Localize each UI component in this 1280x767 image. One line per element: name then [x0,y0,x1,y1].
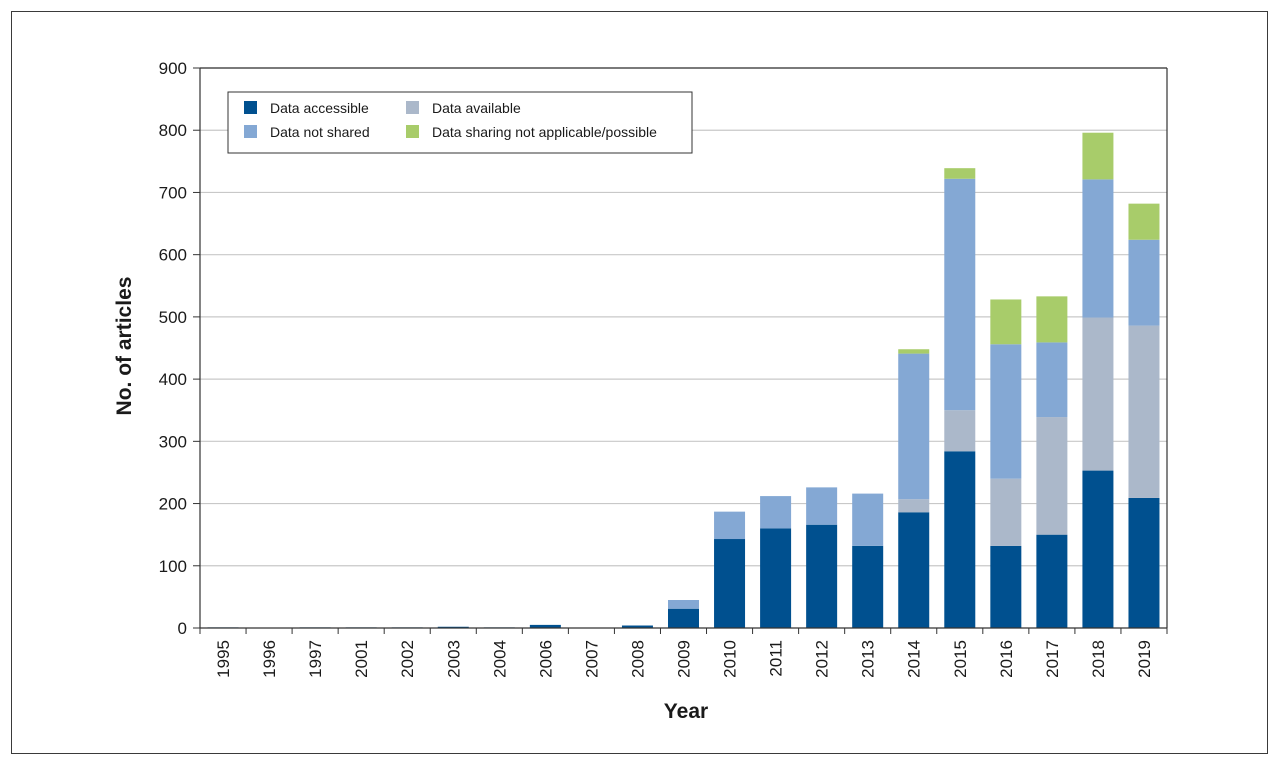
y-axis-title: No. of articles [113,277,136,416]
legend-label: Data accessible [270,100,369,116]
x-tick-label-2010: 2010 [721,640,740,678]
bar-segment-data-not-shared-2018 [1082,179,1114,318]
y-tick-label: 900 [159,59,187,78]
bar-segment-data-accessible-2013 [852,545,884,628]
bar-segment-data-accessible-2003 [437,626,469,628]
legend-swatch [406,125,419,138]
bar-segment-data-accessible-2018 [1082,470,1114,628]
x-tick-label-2013: 2013 [859,640,878,678]
bar-segment-data-not-shared-2011 [760,496,792,529]
bars [207,132,1160,629]
bar-segment-data-not-shared-2017 [1036,342,1068,418]
axes [199,67,1168,629]
x-tick-label-2015: 2015 [951,640,970,678]
y-tick-label: 100 [159,557,187,576]
bar-segment-data-sharing-not-applicable-possible-2015 [944,168,976,179]
x-tick-label-2018: 2018 [1089,640,1108,678]
bar-segment-data-available-2018 [1082,317,1114,471]
y-tick-label: 800 [159,121,187,140]
legend-label: Data available [432,100,521,116]
x-tick-label-2019: 2019 [1135,640,1154,678]
bar-segment-data-accessible-2011 [760,528,792,628]
bar-segment-data-not-shared-2010 [714,511,746,540]
bar-segment-data-not-shared-2009 [668,600,699,609]
bar-segment-data-available-2016 [990,478,1022,546]
legend-label: Data not shared [270,124,370,140]
bar-segment-data-not-shared-2015 [944,178,976,411]
x-tick-label-2007: 2007 [582,640,601,678]
y-tick-label: 0 [178,619,187,638]
legend-swatch [244,101,257,114]
bar-segment-data-available-2014 [898,499,930,513]
x-tick-label-2016: 2016 [997,640,1016,678]
bar-segment-data-accessible-2014 [898,512,930,628]
x-tick-label-2011: 2011 [767,640,786,677]
bar-segment-data-not-shared-2012 [806,487,838,525]
x-tick-label-1995: 1995 [214,640,233,678]
bar-segment-data-accessible-2016 [990,545,1022,628]
bar-segment-data-accessible-2019 [1128,497,1160,628]
bar-segment-data-accessible-2012 [806,524,838,628]
x-tick-label-2017: 2017 [1043,640,1062,678]
bar-segment-data-available-2015 [944,410,976,452]
x-tick-label-2004: 2004 [490,640,509,678]
x-tick-label-2001: 2001 [352,640,371,678]
y-tick-labels: 0 100 200 300 400 500 600 700 800 900 [159,59,200,638]
bar-segment-data-available-2019 [1128,325,1160,498]
x-tick-label-1996: 1996 [260,640,279,678]
y-tick-label: 400 [159,370,187,389]
x-tick-label-2014: 2014 [905,640,924,678]
legend-swatch [244,125,257,138]
x-tick-label-2008: 2008 [628,640,647,678]
x-tick-label-2012: 2012 [813,640,832,678]
bar-segment-data-not-shared-2019 [1128,239,1160,326]
bar-segment-data-accessible-2006 [529,624,561,628]
bar-segment-data-accessible-2017 [1036,534,1068,628]
x-tick-label-2006: 2006 [536,640,555,678]
bar-segment-data-accessible-2009 [668,608,699,628]
x-tick-label-2009: 2009 [675,640,694,678]
bar-segment-data-accessible-2008 [621,625,653,628]
y-tick-label: 700 [159,183,187,202]
bar-segment-data-accessible-2015 [944,451,976,628]
x-axis-title: Year [664,700,708,723]
y-tick-label: 200 [159,495,187,514]
y-tick-label: 500 [159,308,187,327]
bar-segment-data-accessible-2010 [714,539,746,628]
bar-segment-data-not-shared-2016 [990,344,1022,479]
bar-segment-data-not-shared-2014 [898,353,930,500]
x-tick-labels: 1995 1996 1997 2001 2002 2003 2004 2006 2007 2008… [199,628,1168,678]
legend-box [227,91,693,154]
legend-swatch [406,101,419,114]
y-tick-label: 600 [159,246,187,265]
chart-frame [11,11,1268,754]
bar-segment-data-sharing-not-applicable-possible-2014 [898,349,930,354]
x-tick-label-2003: 2003 [444,640,463,678]
legend: Data accessible Data available Data not sh… [227,91,693,154]
x-tick-label-1997: 1997 [306,640,325,678]
bar-segment-data-available-2017 [1036,417,1068,535]
bar-segment-data-sharing-not-applicable-possible-2017 [1036,296,1068,343]
bar-segment-data-not-shared-2013 [852,493,884,546]
y-tick-label: 300 [159,432,187,451]
bar-segment-data-sharing-not-applicable-possible-2016 [990,299,1022,345]
bar-segment-data-sharing-not-applicable-possible-2018 [1082,132,1114,180]
legend-label: Data sharing not applicable/possible [432,124,657,140]
x-tick-label-2002: 2002 [398,640,417,678]
bar-segment-data-sharing-not-applicable-possible-2019 [1128,203,1160,240]
